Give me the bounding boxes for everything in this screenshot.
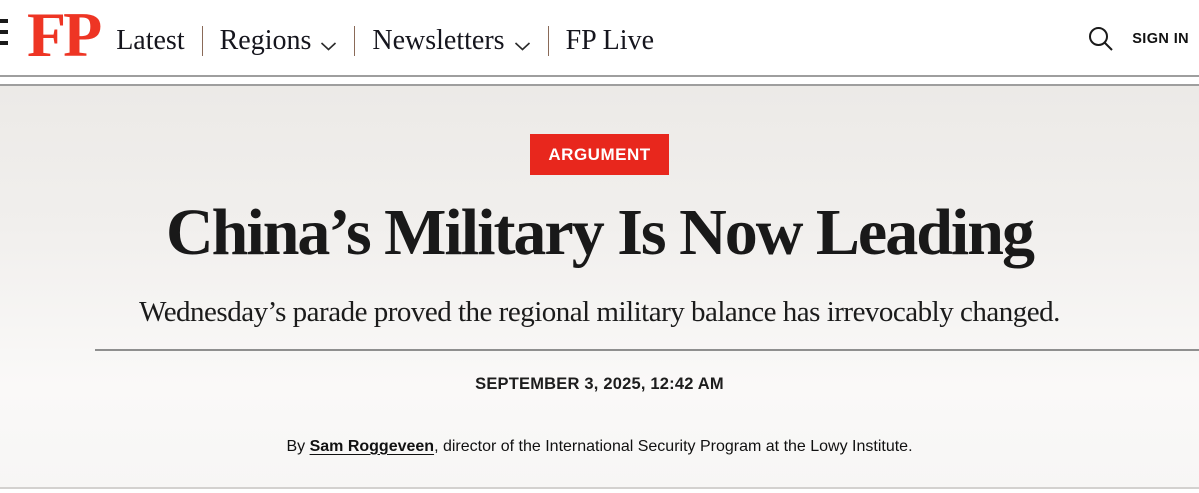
byline-suffix: , director of the International Security… [434, 437, 913, 455]
article-subtitle: Wednesday’s parade proved the regional m… [139, 295, 1060, 328]
nav-item-label: Latest [116, 24, 185, 56]
nav-separator [201, 25, 203, 56]
article-hero: ARGUMENT China’s Military Is Now Leading… [0, 86, 1199, 489]
nav-item-latest[interactable]: Latest [112, 25, 188, 57]
article-byline: By Sam Roggeveen, director of the Intern… [0, 438, 1199, 456]
nav-separator [354, 25, 356, 56]
chevron-down-icon [320, 28, 337, 60]
search-icon[interactable] [1087, 25, 1115, 53]
top-navbar: FP Latest Regions Newsletters FP Live [0, 0, 1199, 77]
nav-item-label: Newsletters [372, 24, 505, 56]
primary-nav: Latest Regions Newsletters FP Live [112, 22, 658, 60]
nav-item-label: Regions [219, 24, 312, 56]
fp-logo[interactable]: FP [27, 0, 102, 70]
byline-prefix: By [286, 437, 310, 455]
nav-separator [547, 25, 549, 56]
nav-item-newsletters[interactable]: Newsletters [368, 22, 534, 60]
author-link[interactable]: Sam Roggeveen [309, 437, 435, 455]
hamburger-menu-icon[interactable] [0, 19, 8, 52]
chevron-down-icon [514, 28, 531, 60]
navbar-sub-strip [0, 77, 1199, 86]
sign-in-button[interactable]: SIGN IN [1132, 30, 1189, 47]
article-title: China’s Military Is Now Leading [166, 196, 1035, 269]
category-badge[interactable]: ARGUMENT [530, 134, 669, 175]
article-date: SEPTEMBER 3, 2025, 12:42 AM [475, 374, 724, 393]
hamburger-bar [0, 30, 8, 34]
divider [95, 348, 1199, 351]
hamburger-bar [0, 19, 8, 23]
navbar-right: SIGN IN [1087, 0, 1189, 77]
nav-item-label: FP Live [565, 24, 654, 56]
hamburger-bar [0, 41, 8, 45]
nav-item-regions[interactable]: Regions [216, 22, 342, 60]
nav-item-fp-live[interactable]: FP Live [562, 25, 658, 57]
